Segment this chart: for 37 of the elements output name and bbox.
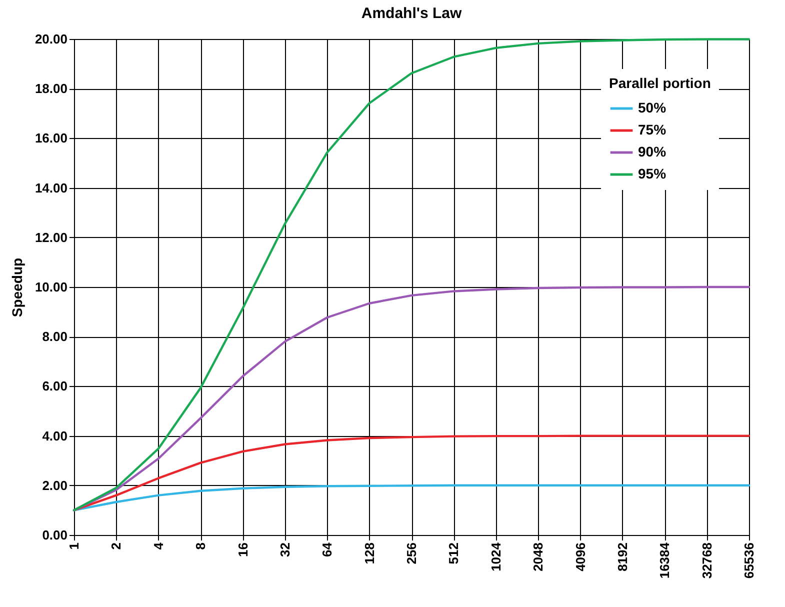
y-tick-label: 0.00: [42, 528, 68, 542]
x-tick-label: 1024: [488, 542, 504, 572]
y-tick-label: 4.00: [42, 428, 68, 444]
line-series: [72, 484, 750, 512]
legend-label: 75%: [638, 122, 667, 138]
x-tick-label: 1: [66, 542, 82, 550]
y-tick-label: 16.00: [34, 130, 68, 146]
x-tick-label: 8192: [614, 542, 630, 572]
legend-label: 95%: [638, 166, 667, 182]
x-tick-label: 8: [193, 542, 208, 550]
line-series: [72, 38, 750, 512]
y-tick-label: 6.00: [42, 378, 68, 394]
x-tick-label: 64: [320, 542, 335, 557]
x-tick-label: 128: [362, 542, 377, 564]
y-tick-label: 18.00: [34, 81, 68, 96]
x-tick-label: 32768: [699, 542, 714, 579]
legend-label: 90%: [638, 144, 667, 160]
x-tick-label: 16: [235, 542, 250, 557]
y-tick-label: 12.00: [34, 230, 68, 245]
legend-title: Parallel portion: [609, 75, 711, 91]
y-tick-label: 10.00: [34, 280, 68, 294]
x-tick-label: 65536: [742, 542, 756, 579]
chart-title: Amdahl's Law: [361, 5, 462, 22]
x-tick-label: 2: [108, 542, 124, 550]
x-tick-label: 2048: [530, 542, 546, 572]
x-tick-label: 4096: [572, 542, 588, 572]
x-tick-label: 4: [150, 542, 166, 550]
y-tick-label: 14.00: [34, 180, 68, 196]
x-tick-label: 256: [404, 542, 419, 564]
y-axis-title: Speedup: [8, 258, 25, 318]
legend-label: 50%: [638, 100, 667, 116]
y-tick-label: 20.00: [34, 32, 68, 46]
y-tick-label: 8.00: [42, 329, 68, 344]
x-tick-label: 512: [446, 542, 462, 564]
x-tick-label: 16384: [657, 542, 672, 579]
x-tick-label: 32: [277, 542, 292, 557]
y-tick-label: 2.00: [42, 478, 68, 493]
